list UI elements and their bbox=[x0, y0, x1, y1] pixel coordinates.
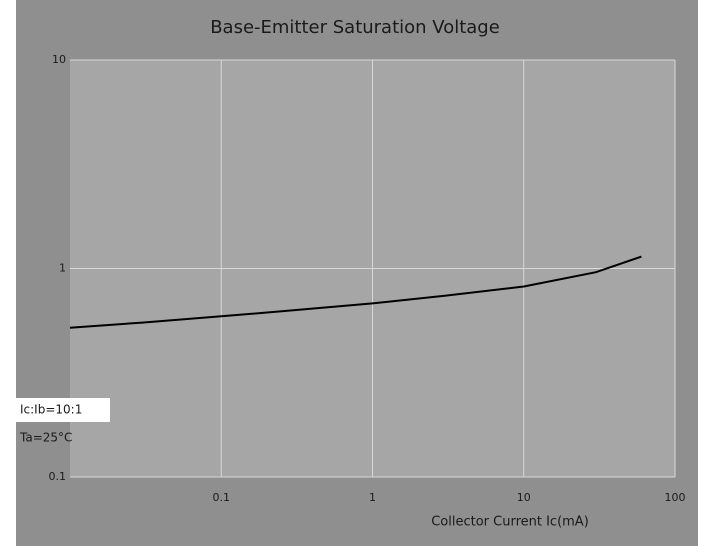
annotation: Ta=25°C bbox=[19, 431, 72, 445]
y-tick-label: 0.1 bbox=[49, 470, 67, 483]
chart-title: Base-Emitter Saturation Voltage bbox=[210, 17, 500, 38]
y-tick-label: 1 bbox=[59, 262, 66, 275]
x-tick-label: 1 bbox=[369, 491, 376, 504]
y-tick-label: 10 bbox=[52, 53, 66, 66]
x-tick-label: 100 bbox=[665, 491, 686, 504]
annotation: Ic:Ib=10:1 bbox=[20, 403, 82, 417]
x-tick-label: 0.1 bbox=[213, 491, 231, 504]
x-axis-label: Collector Current Ic(mA) bbox=[431, 515, 589, 530]
x-tick-label: 10 bbox=[517, 491, 531, 504]
data-line bbox=[69, 255, 642, 329]
annotation-box bbox=[16, 398, 110, 422]
